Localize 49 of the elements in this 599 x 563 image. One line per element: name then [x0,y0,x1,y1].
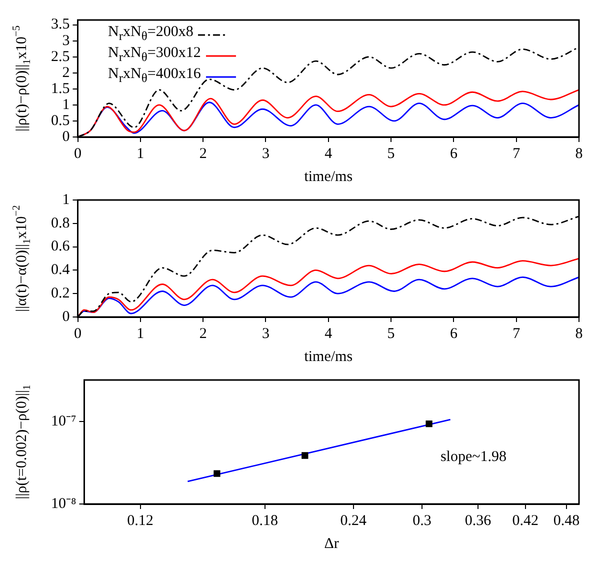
annotation: slope~1.98 [440,448,506,465]
x-tick-label: 7 [512,146,521,162]
y-tick-label: 3 [62,32,70,49]
y-tick-label: 0.4 [51,262,70,278]
x-tick-label: 8 [575,146,583,162]
x-axis-title: time/ms [304,168,353,185]
x-tick-label: 6 [450,326,458,342]
x-tick-label: 0.24 [340,512,367,529]
y-tick-label: 0.5 [51,112,70,129]
x-tick-label: 2 [199,326,207,342]
y-tick-label: 10⁻⁷ [50,414,76,430]
x-axis-title: time/ms [304,348,353,365]
x-tick-label: 6 [450,146,458,162]
x-tick-label: 0.42 [512,512,539,529]
y-axis-title: ||ρ(t)−ρ(0)||1x10−5 [12,25,33,132]
y-tick-label: 3.5 [51,16,70,33]
y-tick-label: 0.2 [51,286,70,302]
x-tick-label: 0.36 [464,512,492,529]
y-axis-title: ||α(t)−α(0)||1x10−2 [12,205,33,312]
y-tick-label: 0 [62,308,70,325]
x-tick-label: 8 [575,326,583,342]
x-tick-label: 5 [387,146,395,162]
x-tick-label: 7 [512,326,521,342]
x-tick-label: 1 [136,326,144,342]
x-tick-label: 0.12 [127,512,154,529]
x-tick-label: 0.18 [252,512,278,529]
y-tick-label: 2.5 [51,48,70,65]
y-tick-label: 1 [62,192,70,208]
x-tick-label: 0.3 [412,512,432,529]
x-tick-label: 5 [387,326,395,342]
y-tick-label: 10⁻⁸ [50,496,76,512]
y-tick-label: 0.6 [51,238,70,255]
x-axis-title: Δr [324,536,339,552]
x-tick-label: 3 [262,146,270,162]
legend-label: N$_{r}$xN$_{θ}$=400x16 [108,66,201,87]
y-tick-label: 2 [62,64,70,81]
legend-label: N$_{r}$xN$_{θ}$=300x12 [108,45,201,66]
legend-label: N$_{r}$xN$_{θ}$=200x8 [108,24,194,45]
y-tick-label: 1 [62,96,70,113]
x-tick-label: 3 [262,326,270,342]
y-tick-label: 0.8 [51,215,70,232]
y-tick-label: 1.5 [51,80,70,97]
y-tick-label: 0 [62,128,70,145]
x-tick-label: 1 [136,146,144,162]
x-tick-label: 4 [324,146,333,162]
x-tick-label: 4 [324,326,333,342]
x-tick-label: 0.48 [553,512,580,529]
x-tick-label: 2 [199,146,207,162]
y-axis-title: ||ρ(t=0.002)−ρ(0)||1 [14,384,33,500]
